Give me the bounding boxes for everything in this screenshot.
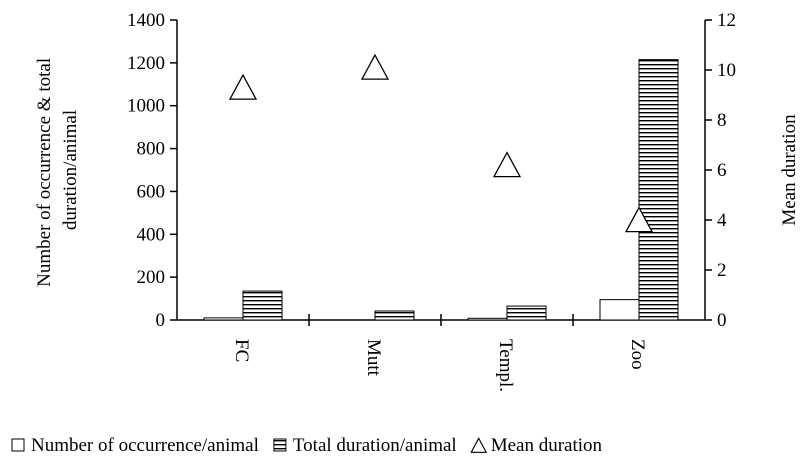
left-tick-label: 200 [137, 267, 166, 288]
right-tick-label: 0 [717, 310, 727, 331]
legend-label: Mean duration [491, 435, 603, 456]
bar-total-duration [638, 59, 679, 321]
legend-label: Total duration/animal [293, 435, 457, 456]
right-tick-label: 6 [717, 160, 727, 181]
marker-mean-duration [228, 73, 258, 100]
left-tick-label: 1400 [127, 10, 165, 31]
bar-occurrence [599, 299, 640, 321]
legend-swatch [11, 438, 25, 452]
y-axis-title-line-1: Number of occurrence & total [34, 58, 55, 287]
marker-mean-duration [492, 151, 522, 178]
right-axis-ticks: 0 2 4 6 8 10 12 [705, 10, 736, 331]
left-axis-ticks: 0 200 400 600 800 1000 1200 1400 [127, 10, 177, 331]
legend-swatch [273, 438, 287, 452]
right-tick-label: 10 [717, 60, 736, 81]
right-tick-label: 4 [717, 210, 727, 231]
bar-occurrence [467, 317, 508, 321]
category-label: Zoo [627, 339, 648, 370]
marker-mean-duration [624, 206, 654, 233]
category-label: Mutt [363, 339, 384, 377]
left-tick-label: 600 [137, 181, 166, 202]
left-tick-label: 400 [137, 224, 166, 245]
right-tick-label: 8 [717, 110, 727, 131]
left-tick-label: 1000 [127, 96, 165, 117]
y-axis-title-line-2: duration/animal [60, 110, 81, 230]
legend-swatch-mean-duration [470, 437, 488, 453]
category-labels: FC Mutt Templ. Zoo [231, 339, 648, 392]
bar-total-duration [374, 310, 415, 321]
bar-occurrence [203, 317, 244, 321]
marker-mean-duration [360, 53, 390, 80]
y2-axis-title: Mean duration [779, 114, 800, 226]
left-tick-label: 0 [156, 310, 166, 331]
right-tick-label: 2 [717, 260, 727, 281]
bar-total-duration [242, 290, 283, 321]
category-label: Templ. [495, 339, 516, 392]
left-tick-label: 800 [137, 139, 166, 160]
right-tick-label: 12 [717, 10, 736, 31]
x-axis-ticks [308, 314, 574, 326]
bar-total-duration [506, 305, 547, 321]
bars [203, 59, 679, 321]
category-label: FC [231, 339, 252, 362]
legend-label: Number of occurrence/animal [31, 435, 259, 456]
y-axis-title: Number of occurrence & total duration/an… [34, 53, 81, 287]
mean-duration-markers [228, 53, 654, 233]
legend: Number of occurrence/animal Total duratio… [11, 435, 603, 456]
left-tick-label: 1200 [127, 53, 165, 74]
